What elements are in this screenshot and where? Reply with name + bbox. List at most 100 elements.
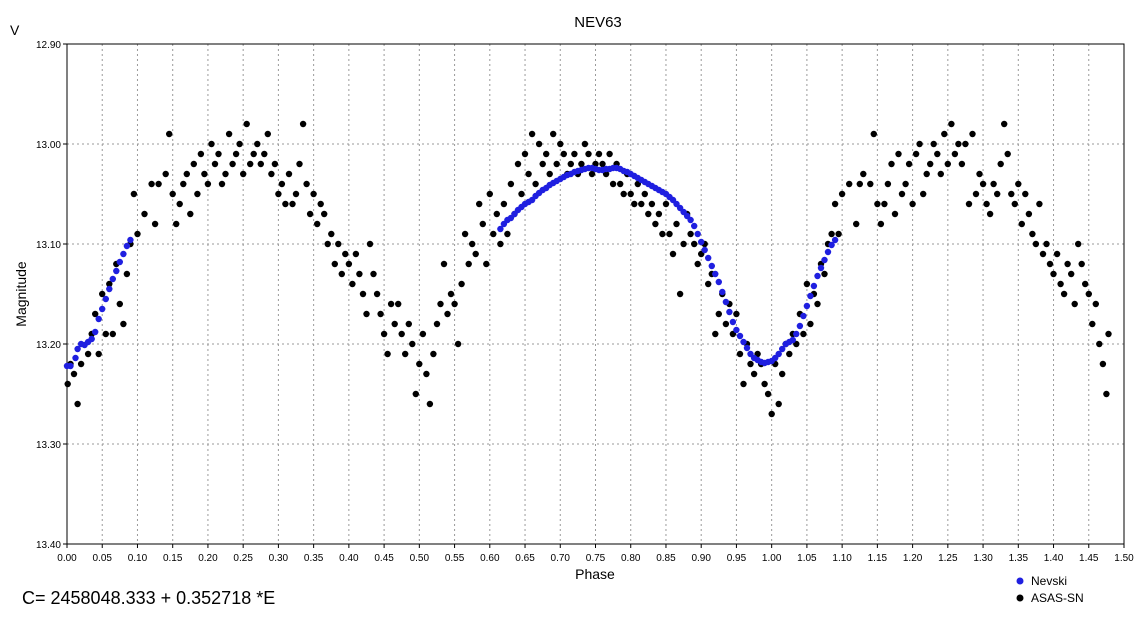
data-point xyxy=(461,230,469,238)
data-point xyxy=(814,272,821,280)
data-point xyxy=(1103,390,1110,398)
data-point xyxy=(169,190,176,198)
data-point xyxy=(240,170,247,178)
x-tick-label: 0.65 xyxy=(515,553,535,564)
data-point xyxy=(599,160,606,168)
data-point xyxy=(979,180,987,188)
data-point xyxy=(109,330,117,338)
data-point xyxy=(416,360,423,368)
data-point xyxy=(507,180,515,188)
y-axis-label: Magnitude xyxy=(13,261,29,327)
data-point xyxy=(254,140,261,148)
x-tick-label: 0.80 xyxy=(621,553,641,564)
data-point xyxy=(877,220,885,228)
data-point xyxy=(898,190,906,198)
data-point xyxy=(969,130,976,138)
data-point xyxy=(451,300,458,308)
x-tick-label: 0.45 xyxy=(374,553,394,564)
data-point xyxy=(458,280,465,288)
data-point xyxy=(469,240,476,248)
x-tick-label: 0.00 xyxy=(57,553,77,564)
data-point xyxy=(990,180,997,188)
data-point xyxy=(483,260,490,268)
data-point xyxy=(366,240,374,248)
data-point xyxy=(831,236,839,244)
data-point xyxy=(680,240,687,248)
data-point xyxy=(581,140,589,148)
data-point xyxy=(666,230,673,238)
data-point xyxy=(972,190,980,198)
data-point xyxy=(1078,260,1085,268)
data-point xyxy=(944,160,951,168)
y-tick-label: 13.20 xyxy=(36,340,61,351)
data-point xyxy=(72,354,79,362)
data-point xyxy=(860,170,867,178)
x-tick-label: 0.70 xyxy=(551,553,571,564)
legend: Nevski ASAS-SN xyxy=(1016,574,1084,605)
data-point xyxy=(821,256,828,264)
data-point xyxy=(691,222,698,230)
data-point xyxy=(994,190,1001,198)
data-point xyxy=(895,150,902,158)
data-point xyxy=(585,150,592,158)
data-point xyxy=(1082,280,1089,288)
x-tick-label: 1.05 xyxy=(797,553,817,564)
x-tick-label: 0.85 xyxy=(656,553,676,564)
data-point xyxy=(525,170,532,178)
data-point xyxy=(303,180,310,188)
data-point xyxy=(130,190,138,198)
data-point xyxy=(712,270,719,278)
data-point xyxy=(447,290,455,298)
data-point xyxy=(927,160,934,168)
data-point xyxy=(391,320,398,328)
data-point xyxy=(620,190,627,198)
data-point xyxy=(786,350,793,358)
data-point xyxy=(292,190,300,198)
data-point xyxy=(232,150,240,158)
data-point xyxy=(349,280,356,288)
y-tick-label: 13.40 xyxy=(36,540,61,551)
data-point xyxy=(106,285,113,293)
data-point xyxy=(208,140,215,148)
data-point xyxy=(229,160,236,168)
data-point xyxy=(726,308,733,316)
data-point xyxy=(1039,250,1047,258)
data-point xyxy=(743,344,751,352)
x-tick-label: 0.30 xyxy=(269,553,289,564)
y-axis-ticks: 12.90 13.00 13.10 13.20 13.30 13.40 xyxy=(36,40,67,551)
data-point xyxy=(740,380,747,388)
data-point xyxy=(1060,290,1068,298)
data-point xyxy=(891,210,899,218)
data-point xyxy=(402,350,409,358)
data-point xyxy=(912,150,920,158)
data-point xyxy=(1064,260,1071,268)
data-point xyxy=(148,180,155,188)
x-tick-label: 1.35 xyxy=(1009,553,1029,564)
data-point xyxy=(1092,300,1100,308)
data-point xyxy=(342,250,349,258)
data-point xyxy=(761,380,768,388)
data-point xyxy=(687,230,694,238)
data-point xyxy=(814,300,821,308)
data-point xyxy=(201,170,208,178)
data-point xyxy=(497,240,504,248)
data-point xyxy=(916,140,923,148)
data-point xyxy=(74,345,81,353)
data-point xyxy=(162,170,169,178)
data-point xyxy=(521,150,529,158)
data-point xyxy=(1105,330,1112,338)
data-point xyxy=(627,190,634,198)
data-point xyxy=(514,160,522,168)
data-points xyxy=(63,120,1112,418)
data-point xyxy=(437,300,444,308)
data-point xyxy=(1096,340,1103,348)
data-point xyxy=(134,230,141,238)
data-point xyxy=(405,320,412,328)
data-point xyxy=(197,150,205,158)
data-point xyxy=(370,270,377,278)
data-point xyxy=(807,320,814,328)
data-point xyxy=(853,220,860,228)
x-tick-label: 1.25 xyxy=(938,553,958,564)
data-point xyxy=(120,250,127,258)
